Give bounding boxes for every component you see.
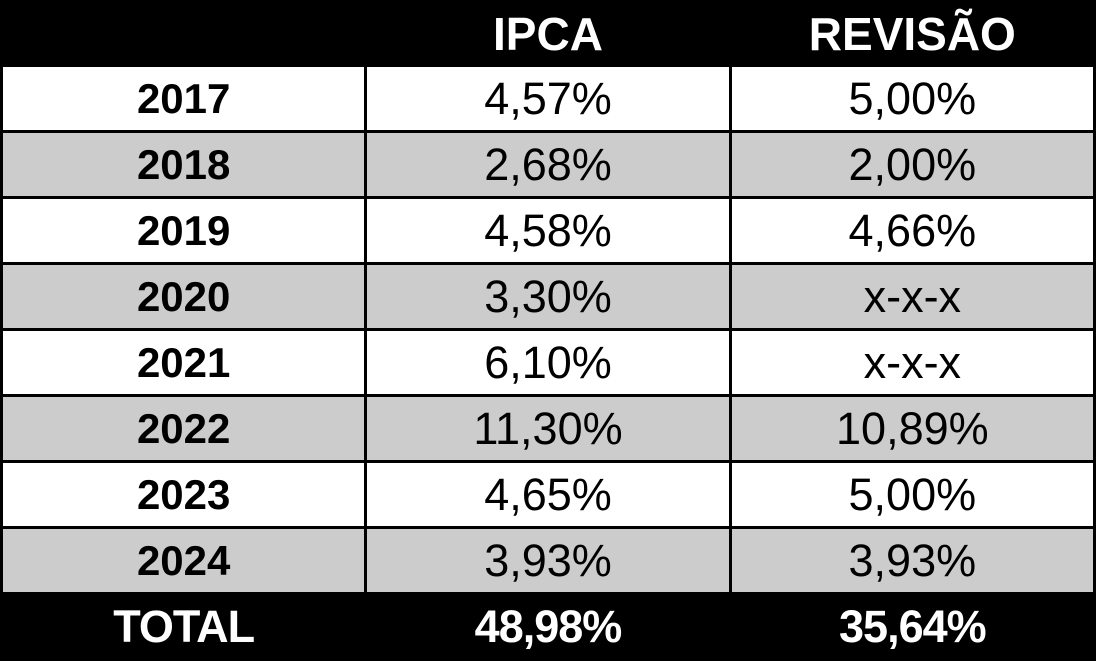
total-label-cell: TOTAL: [0, 592, 368, 661]
ipca-cell: 2,68%: [364, 130, 732, 199]
revisao-cell: 2,00%: [728, 130, 1096, 199]
revisao-cell: 4,66%: [728, 196, 1096, 265]
revisao-cell: 3,93%: [728, 526, 1096, 595]
year-cell: 2018: [0, 130, 368, 199]
year-cell: 2020: [0, 262, 368, 331]
revisao-cell: 5,00%: [728, 460, 1096, 529]
header-empty-cell: [0, 0, 368, 67]
table-row-2020: 2020 3,30% x-x-x: [0, 262, 1096, 331]
header-ipca-cell: IPCA: [364, 0, 732, 67]
revisao-cell: x-x-x: [728, 262, 1096, 331]
ipca-cell: 11,30%: [364, 394, 732, 463]
revisao-cell: 5,00%: [728, 64, 1096, 133]
ipca-cell: 4,58%: [364, 196, 732, 265]
total-row: TOTAL 48,98% 35,64%: [0, 592, 1096, 661]
year-cell: 2019: [0, 196, 368, 265]
table-row-2023: 2023 4,65% 5,00%: [0, 460, 1096, 529]
table-row-2022: 2022 11,30% 10,89%: [0, 394, 1096, 463]
ipca-cell: 3,30%: [364, 262, 732, 331]
ipca-cell: 4,65%: [364, 460, 732, 529]
table-row-2021: 2021 6,10% x-x-x: [0, 328, 1096, 397]
ipca-cell: 6,10%: [364, 328, 732, 397]
revisao-cell: 10,89%: [728, 394, 1096, 463]
year-cell: 2024: [0, 526, 368, 595]
total-revisao-cell: 35,64%: [728, 592, 1096, 661]
year-cell: 2021: [0, 328, 368, 397]
header-revisao-cell: REVISÃO: [728, 0, 1096, 67]
header-row: IPCA REVISÃO: [0, 0, 1096, 67]
total-ipca-cell: 48,98%: [364, 592, 732, 661]
year-cell: 2023: [0, 460, 368, 529]
ipca-cell: 4,57%: [364, 64, 732, 133]
table-row-2024: 2024 3,93% 3,93%: [0, 526, 1096, 595]
table-row-2019: 2019 4,58% 4,66%: [0, 196, 1096, 265]
year-cell: 2017: [0, 64, 368, 133]
table-row-2017: 2017 4,57% 5,00%: [0, 64, 1096, 133]
revisao-cell: x-x-x: [728, 328, 1096, 397]
year-cell: 2022: [0, 394, 368, 463]
ipca-cell: 3,93%: [364, 526, 732, 595]
table-row-2018: 2018 2,68% 2,00%: [0, 130, 1096, 199]
